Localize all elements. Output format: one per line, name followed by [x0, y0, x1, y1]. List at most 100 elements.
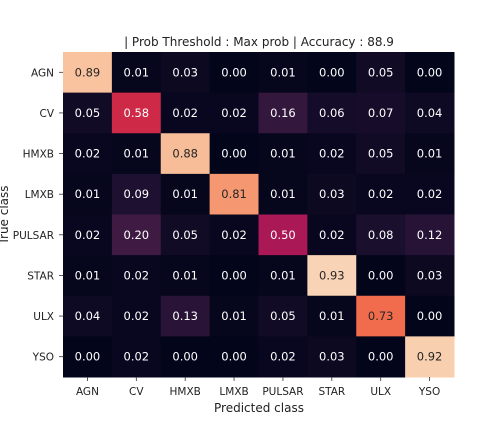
heatmap-cell	[160, 52, 211, 94]
heatmap-cell	[258, 173, 308, 215]
cell-value-label: 0.01	[75, 268, 101, 282]
cell-value-label: 0.02	[319, 147, 345, 161]
cell-value-label: 0.12	[417, 228, 443, 242]
cell-value-label: 0.03	[417, 268, 443, 282]
cell-value-label: 0.07	[368, 106, 394, 120]
cell-value-label: 0.01	[270, 65, 296, 79]
cell-value-label: 0.73	[368, 309, 394, 323]
heatmap-cell	[307, 336, 357, 378]
cell-value-label: 0.01	[417, 147, 443, 161]
cell-value-label: 0.16	[270, 106, 296, 120]
cell-value-label: 0.01	[172, 268, 198, 282]
heatmap-cell	[258, 52, 308, 94]
cell-value-label: 0.01	[75, 187, 101, 201]
x-tick-label: AGN	[76, 386, 99, 398]
heatmap-cell	[307, 295, 357, 337]
heatmap-cell	[111, 336, 162, 378]
heatmap-cells	[63, 52, 455, 378]
cell-value-label: 0.01	[319, 309, 345, 323]
cell-value-label: 0.01	[221, 309, 247, 323]
heatmap-cell	[405, 336, 455, 378]
cell-value-label: 0.00	[368, 350, 394, 364]
cell-value-label: 0.02	[172, 106, 198, 120]
heatmap-cell	[160, 92, 211, 134]
heatmap-cell	[356, 133, 406, 175]
heatmap-cell	[63, 255, 113, 297]
cell-value-label: 0.04	[417, 106, 443, 120]
heatmap-cell	[160, 336, 211, 378]
heatmap-cell	[63, 214, 113, 256]
cell-value-label: 0.58	[124, 106, 150, 120]
y-axis-label: True class	[0, 185, 11, 245]
heatmap-cell	[307, 173, 357, 215]
cell-value-label: 0.89	[75, 65, 101, 79]
cell-value-label: 0.00	[221, 268, 247, 282]
heatmap-cell	[209, 52, 259, 94]
chart-title: | Prob Threshold : Max prob | Accuracy :…	[124, 35, 394, 49]
x-tick-label: CV	[129, 386, 144, 398]
heatmap-cell	[160, 255, 211, 297]
cell-value-label: 0.02	[221, 106, 247, 120]
cell-value-label: 0.00	[75, 350, 101, 364]
y-tick-label: ULX	[33, 311, 54, 323]
cell-value-label: 0.01	[270, 268, 296, 282]
heatmap-cell	[160, 133, 211, 175]
cell-value-label: 0.01	[124, 65, 150, 79]
heatmap-cell	[356, 255, 406, 297]
heatmap-cell	[258, 214, 308, 256]
x-tick-label: ULX	[370, 386, 391, 398]
cell-value-label: 0.02	[319, 228, 345, 242]
y-tick-label: YSO	[32, 352, 54, 364]
cell-value-label: 0.03	[319, 187, 345, 201]
heatmap-cell	[405, 92, 455, 134]
heatmap-cell	[307, 133, 357, 175]
cell-value-label: 0.05	[270, 309, 296, 323]
cell-value-label: 0.00	[221, 350, 247, 364]
cell-value-label: 0.01	[172, 187, 198, 201]
x-tick-label: PULSAR	[262, 386, 303, 398]
y-axis-ticks: AGN CV HMXB LMXB PULSAR STAR ULX YSO	[13, 67, 63, 364]
cell-value-label: 0.00	[368, 268, 394, 282]
heatmap-cell	[111, 52, 162, 94]
heatmap-cell	[63, 133, 113, 175]
heatmap-cell	[307, 214, 357, 256]
heatmap-cell	[209, 295, 259, 337]
heatmap-cell	[209, 214, 259, 256]
cell-value-label: 0.81	[221, 187, 247, 201]
heatmap-cell	[111, 133, 162, 175]
heatmap-cell	[209, 92, 259, 134]
heatmap-cell	[111, 214, 162, 256]
cell-value-label: 0.02	[417, 187, 443, 201]
heatmap-cell	[356, 214, 406, 256]
cell-value-label: 0.05	[75, 106, 101, 120]
heatmap-cell	[258, 336, 308, 378]
heatmap-cell	[356, 52, 406, 94]
heatmap-cell	[209, 133, 259, 175]
cell-value-label: 0.00	[221, 147, 247, 161]
x-tick-label: HMXB	[170, 386, 201, 398]
heatmap-cell	[405, 214, 455, 256]
cell-value-label: 0.05	[368, 65, 394, 79]
heatmap-cell	[160, 295, 211, 337]
heatmap-cell	[258, 295, 308, 337]
heatmap-cell	[307, 255, 357, 297]
cell-value-label: 0.01	[270, 147, 296, 161]
x-axis-label: Predicted class	[214, 401, 304, 415]
heatmap-cell	[405, 295, 455, 337]
cell-value-label: 0.00	[172, 350, 198, 364]
y-tick-label: CV	[39, 108, 54, 120]
heatmap-cell	[258, 255, 308, 297]
heatmap-cell	[63, 295, 113, 337]
cell-value-label: 0.02	[75, 147, 101, 161]
cell-value-label: 0.02	[270, 350, 296, 364]
heatmap-cell	[111, 173, 162, 215]
heatmap-cell	[405, 133, 455, 175]
cell-value-label: 0.93	[319, 268, 345, 282]
heatmap-cell	[111, 255, 162, 297]
y-tick-label: HMXB	[23, 149, 54, 161]
cell-value-label: 0.03	[172, 65, 198, 79]
heatmap-cell	[160, 173, 211, 215]
cell-value-label: 0.02	[124, 268, 150, 282]
cell-value-label: 0.02	[368, 187, 394, 201]
